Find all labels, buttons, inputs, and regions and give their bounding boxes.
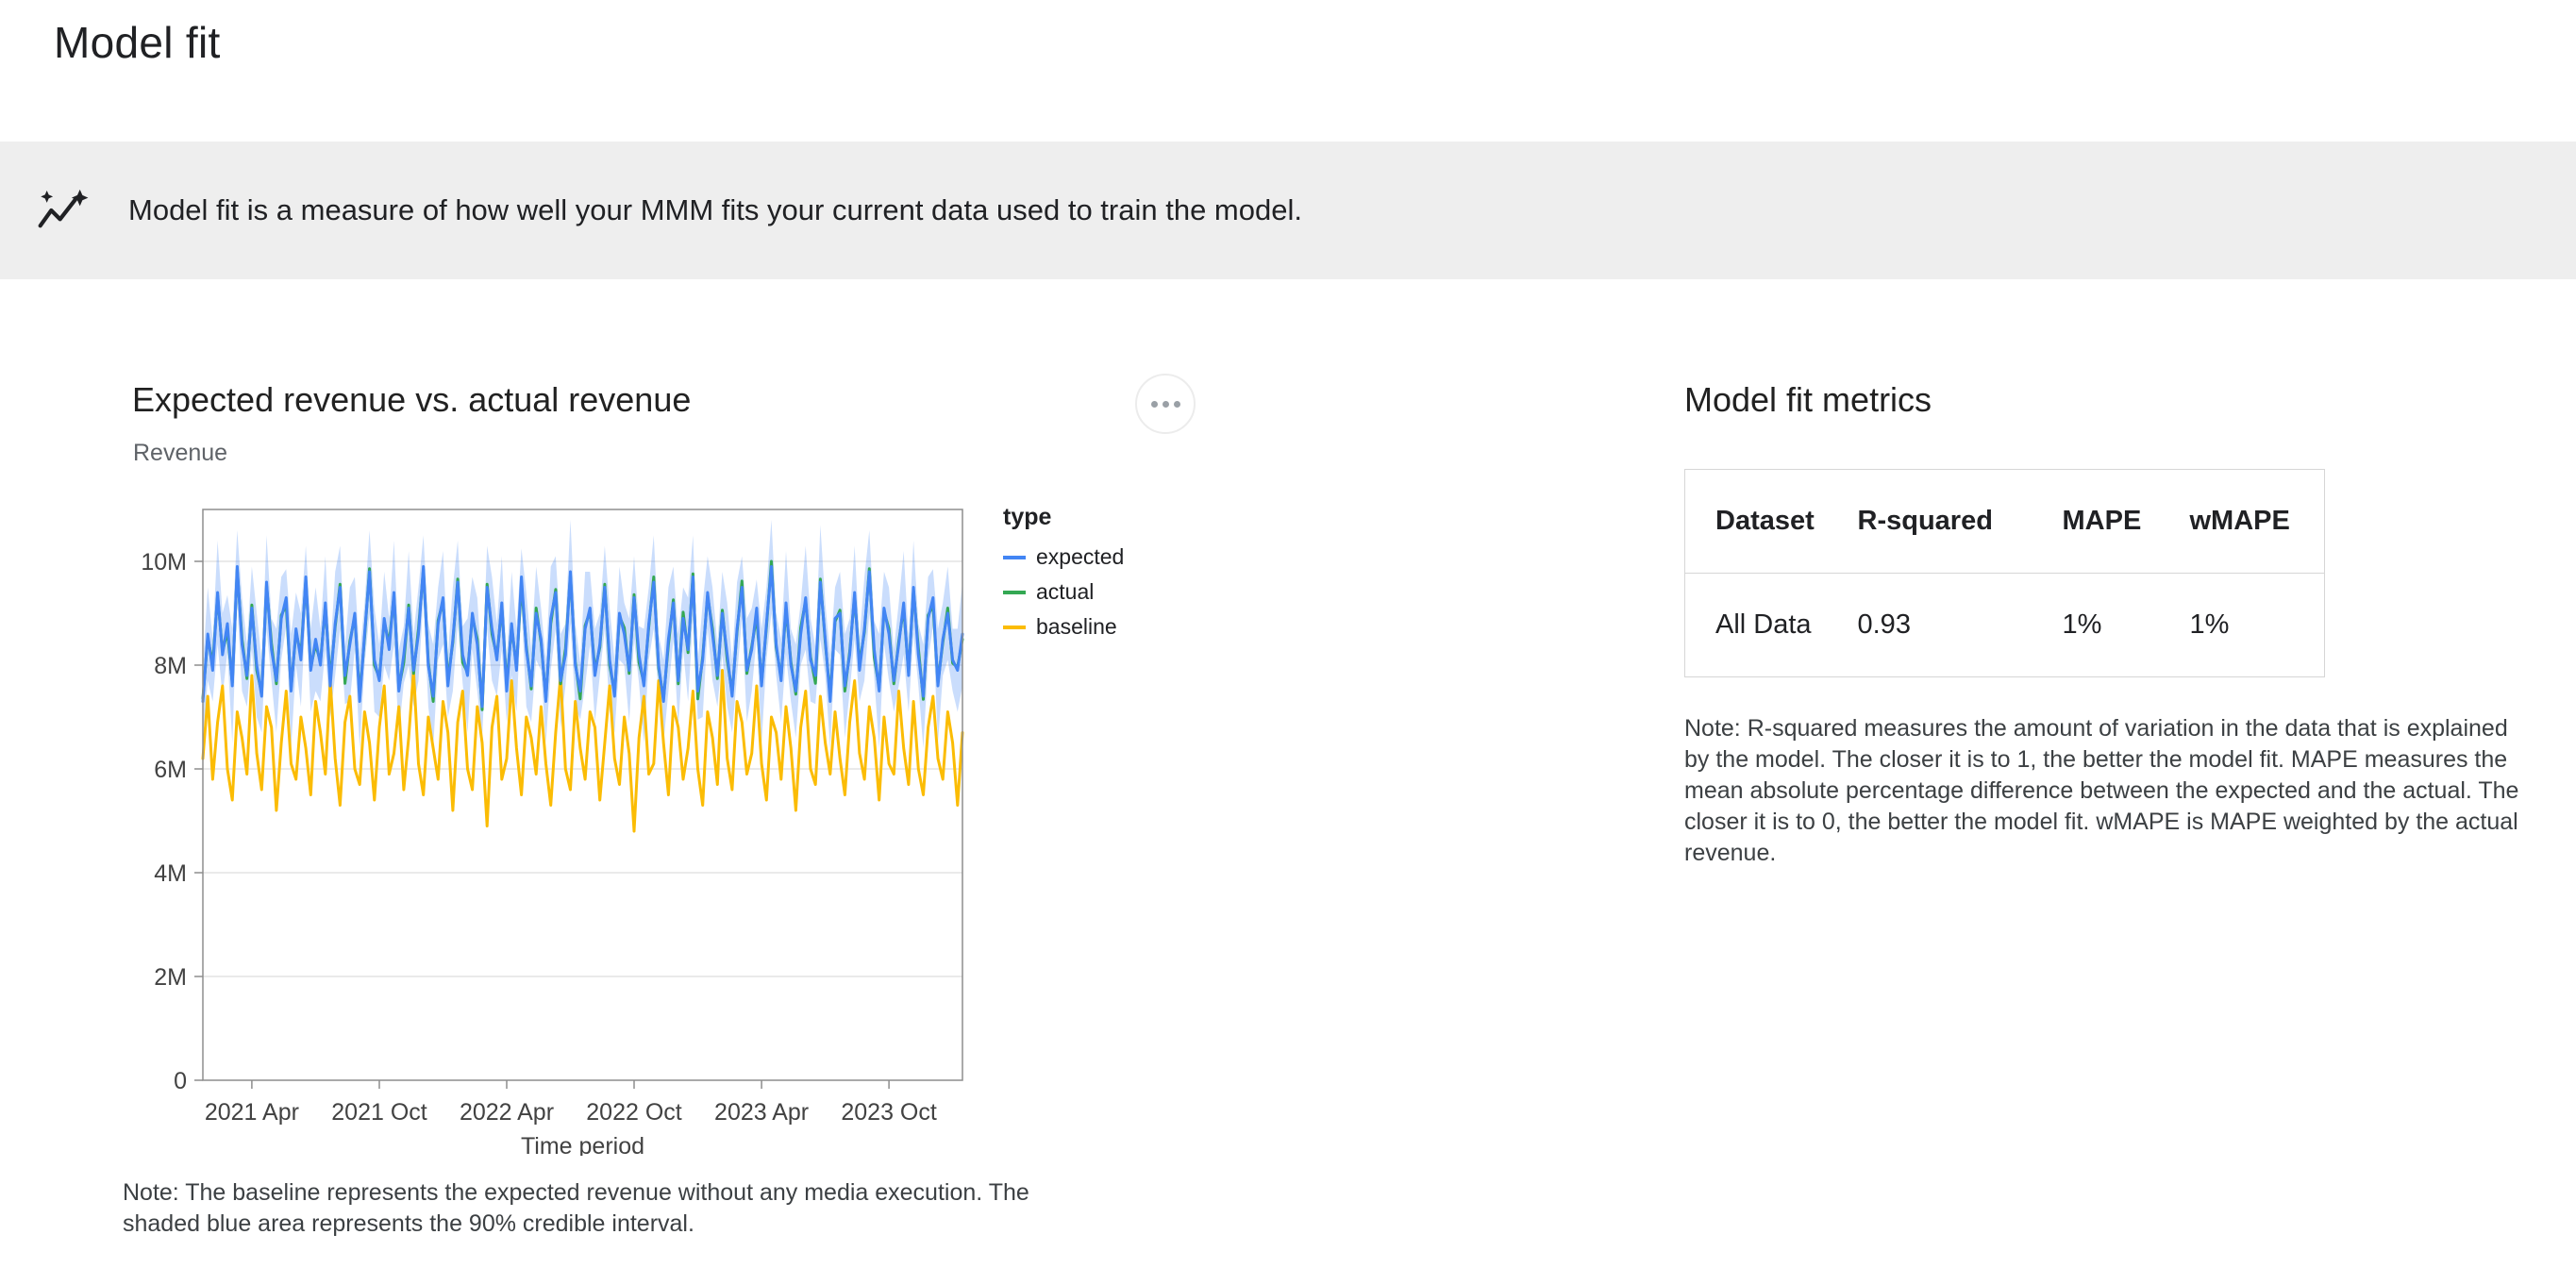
svg-text:8M: 8M xyxy=(154,653,187,679)
cell-dataset: All Data xyxy=(1715,609,1812,640)
legend-title: type xyxy=(1003,504,1052,530)
svg-text:2022 Apr: 2022 Apr xyxy=(460,1099,554,1126)
svg-text:0: 0 xyxy=(174,1068,187,1094)
info-banner: Model fit is a measure of how well your … xyxy=(0,142,2576,279)
column-header-mape: MAPE xyxy=(2062,506,2142,536)
svg-text:2023 Oct: 2023 Oct xyxy=(841,1099,937,1126)
svg-text:2022 Oct: 2022 Oct xyxy=(586,1099,682,1126)
legend-swatch xyxy=(1003,625,1026,629)
svg-text:2021 Apr: 2021 Apr xyxy=(205,1099,299,1126)
sparkline-insights-icon xyxy=(36,184,89,237)
legend-item-baseline: baseline xyxy=(1003,614,1124,640)
column-header-r-squared: R-squared xyxy=(1857,506,1993,536)
cell-wmape: 1% xyxy=(2189,609,2230,640)
more-options-icon xyxy=(1162,400,1169,408)
svg-text:2023 Apr: 2023 Apr xyxy=(714,1099,809,1126)
chart-legend: type expected actual baseline xyxy=(1003,504,1124,649)
metrics-note: Note: R-squared measures the amount of v… xyxy=(1684,715,2519,866)
cell-mape: 1% xyxy=(2062,609,2102,640)
more-options-icon xyxy=(1150,400,1158,408)
legend-swatch xyxy=(1003,590,1026,594)
more-options-icon xyxy=(1173,400,1180,408)
legend-label: expected xyxy=(1036,544,1125,569)
table-row: All Data 0.93 1% 1% xyxy=(1685,574,2325,677)
column-header-wmape: wMAPE xyxy=(2189,506,2290,536)
banner-text: Model fit is a measure of how well your … xyxy=(128,193,1302,226)
legend-label: baseline xyxy=(1036,614,1117,639)
svg-text:2M: 2M xyxy=(154,964,187,991)
chart-note: Note: The baseline represents the expect… xyxy=(123,1179,1029,1237)
page-title: Model fit xyxy=(54,18,221,67)
table-header-row: Dataset R-squared MAPE wMAPE xyxy=(1684,470,2325,574)
svg-text:2021 Oct: 2021 Oct xyxy=(331,1099,427,1126)
chart-menu-button[interactable] xyxy=(1135,374,1196,434)
y-axis-title: Revenue xyxy=(133,440,228,466)
svg-text:6M: 6M xyxy=(154,757,187,783)
revenue-chart: 0 2M 4M 6M 8M 10M 2021 Apr 2021 Oct 2022 Apr 2022… xyxy=(141,509,964,1156)
svg-text:4M: 4M xyxy=(154,860,187,887)
svg-text:Time period: Time period xyxy=(521,1133,644,1156)
svg-text:10M: 10M xyxy=(141,549,187,576)
legend-item-expected: expected xyxy=(1003,544,1124,570)
cell-r-squared: 0.93 xyxy=(1857,609,1911,640)
metrics-title: Model fit metrics xyxy=(1684,380,1932,419)
chart-title: Expected revenue vs. actual revenue xyxy=(132,380,692,419)
legend-swatch xyxy=(1003,555,1026,559)
legend-item-actual: actual xyxy=(1003,579,1124,605)
legend-label: actual xyxy=(1036,579,1095,604)
metrics-table: Dataset R-squared MAPE wMAPE All Data 0.… xyxy=(1684,469,2325,677)
column-header-dataset: Dataset xyxy=(1715,506,1815,536)
